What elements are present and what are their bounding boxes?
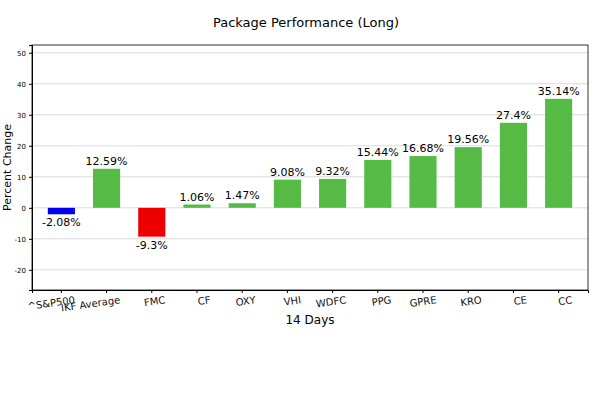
x-tick: CF xyxy=(197,290,211,307)
x-tick-label: KRO xyxy=(460,294,483,308)
y-tick-label: 50 xyxy=(17,49,26,57)
y-tick: -10 xyxy=(15,236,32,244)
grid-line xyxy=(32,83,588,84)
bar xyxy=(183,205,210,208)
x-tick-label: OXY xyxy=(235,294,257,308)
x-tick-mark xyxy=(242,290,243,293)
y-tick-mark xyxy=(29,239,32,240)
data-labels: -2.08% 12.59% -9.3% 1.06% 1.47% 9.08% 9.32% 15.… xyxy=(42,85,580,252)
bar xyxy=(229,203,256,208)
y-tick-label: 30 xyxy=(17,112,26,120)
x-tick-mark xyxy=(558,290,559,293)
x-tick: CE xyxy=(513,290,528,307)
x-tick-label: CE xyxy=(513,294,528,307)
x-tick-mark xyxy=(106,290,107,293)
x-tick-label: PPG xyxy=(371,294,392,308)
grid-line xyxy=(32,238,588,239)
bar xyxy=(545,99,572,208)
grid-line xyxy=(32,269,588,270)
x-tick: KRO xyxy=(460,290,483,308)
data-label: -2.08% xyxy=(42,216,81,229)
x-tick-label: GPRE xyxy=(409,294,437,309)
x-tick: GPRE xyxy=(409,290,437,309)
data-label: -9.3% xyxy=(136,239,168,252)
y-tick-label: 20 xyxy=(17,143,26,151)
data-label: 27.4% xyxy=(496,109,531,122)
x-tick: FMC xyxy=(143,290,166,308)
data-label: 35.14% xyxy=(538,85,580,98)
x-tick: PPG xyxy=(371,290,392,308)
y-tick: 30 xyxy=(17,112,32,120)
y-tick-mark xyxy=(29,53,32,54)
x-axis-title: 14 Days xyxy=(285,313,334,327)
grid xyxy=(32,53,588,270)
x-tick-mark xyxy=(377,290,378,293)
x-axis-line xyxy=(33,291,589,294)
x-tick: CC xyxy=(558,290,573,307)
x-tick: OXY xyxy=(235,290,257,308)
x-tick-mark xyxy=(332,290,333,293)
data-label: 19.56% xyxy=(447,133,489,146)
y-tick-label: 0 xyxy=(22,205,26,213)
y-tick-mark xyxy=(29,115,32,116)
x-tick-mark xyxy=(196,290,197,293)
x-tick-mark xyxy=(151,290,152,293)
data-label: 1.06% xyxy=(180,191,215,204)
y-tick: -20 xyxy=(15,267,32,275)
x-tick-label: WDFC xyxy=(315,294,347,309)
y-tick-mark xyxy=(29,177,32,178)
data-label: 9.32% xyxy=(315,165,350,178)
x-tick-label: CC xyxy=(558,294,573,307)
y-tick-label: -20 xyxy=(15,267,26,275)
data-label: 12.59% xyxy=(86,155,128,168)
chart: -20-1001020304050^S&P500IKF AverageFMCCF… xyxy=(0,0,612,396)
y-tick-label: 10 xyxy=(17,174,26,182)
plot-frame xyxy=(32,45,588,290)
x-tick-label: FMC xyxy=(143,294,166,308)
bars xyxy=(48,99,572,237)
bar xyxy=(319,179,346,208)
y-tick: 40 xyxy=(17,81,32,89)
y-tick: 20 xyxy=(17,143,32,151)
bar xyxy=(274,180,301,208)
bar xyxy=(409,156,436,208)
y-tick-label: -10 xyxy=(15,236,26,244)
data-label: 16.68% xyxy=(402,142,444,155)
x-axis: ^S&P500IKF AverageFMCCFOXYVHIWDFCPPGGPRE… xyxy=(27,290,589,313)
x-tick-label: VHI xyxy=(283,294,302,307)
data-label: 15.44% xyxy=(357,146,399,159)
x-tick-mark xyxy=(287,290,288,293)
x-tick: IKF Average xyxy=(60,290,120,313)
y-tick: 50 xyxy=(17,49,32,57)
x-tick-mark xyxy=(513,290,514,293)
x-tick-mark xyxy=(468,290,469,293)
bar xyxy=(93,169,120,208)
grid-line xyxy=(32,52,588,53)
x-tick-label: IKF Average xyxy=(60,294,120,313)
data-label: 9.08% xyxy=(270,166,305,179)
y-tick: 0 xyxy=(22,205,32,213)
data-label: 1.47% xyxy=(225,189,260,202)
y-tick-mark xyxy=(29,270,32,271)
plot: -20-1001020304050^S&P500IKF AverageFMCCF… xyxy=(15,45,589,313)
y-tick-mark xyxy=(29,208,32,209)
bar xyxy=(48,208,75,214)
y-tick: 10 xyxy=(17,174,32,182)
x-tick: VHI xyxy=(283,290,302,308)
x-tick-label: CF xyxy=(197,294,211,307)
bar xyxy=(500,123,527,208)
x-tick-mark xyxy=(61,290,62,293)
y-tick-label: 40 xyxy=(17,81,26,89)
x-tick-mark xyxy=(423,290,424,293)
bar xyxy=(138,208,165,237)
x-tick: WDFC xyxy=(315,290,347,309)
title: Package Performance (Long) xyxy=(213,15,399,30)
y-tick-mark xyxy=(29,84,32,85)
y-axis: -20 -10 0 10 20 30 40 50 xyxy=(15,46,33,291)
bar xyxy=(455,147,482,208)
y-tick-mark xyxy=(29,146,32,147)
y-axis-title: Percent Change xyxy=(1,124,14,211)
bar xyxy=(364,160,391,208)
